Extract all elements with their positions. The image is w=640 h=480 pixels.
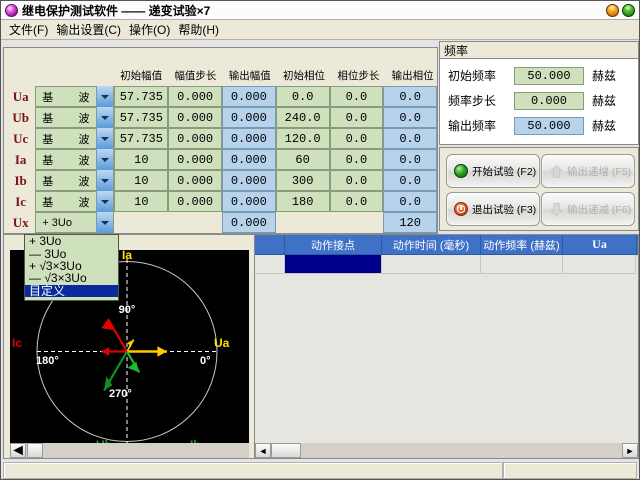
svg-text:Ic: Ic <box>12 336 22 350</box>
svg-text:Ua: Ua <box>214 336 230 350</box>
svg-text:Ia: Ia <box>122 250 132 262</box>
svg-text:270°: 270° <box>109 388 132 400</box>
svg-text:0°: 0° <box>200 355 211 367</box>
svg-text:180°: 180° <box>36 355 59 367</box>
svg-text:90°: 90° <box>119 304 136 316</box>
